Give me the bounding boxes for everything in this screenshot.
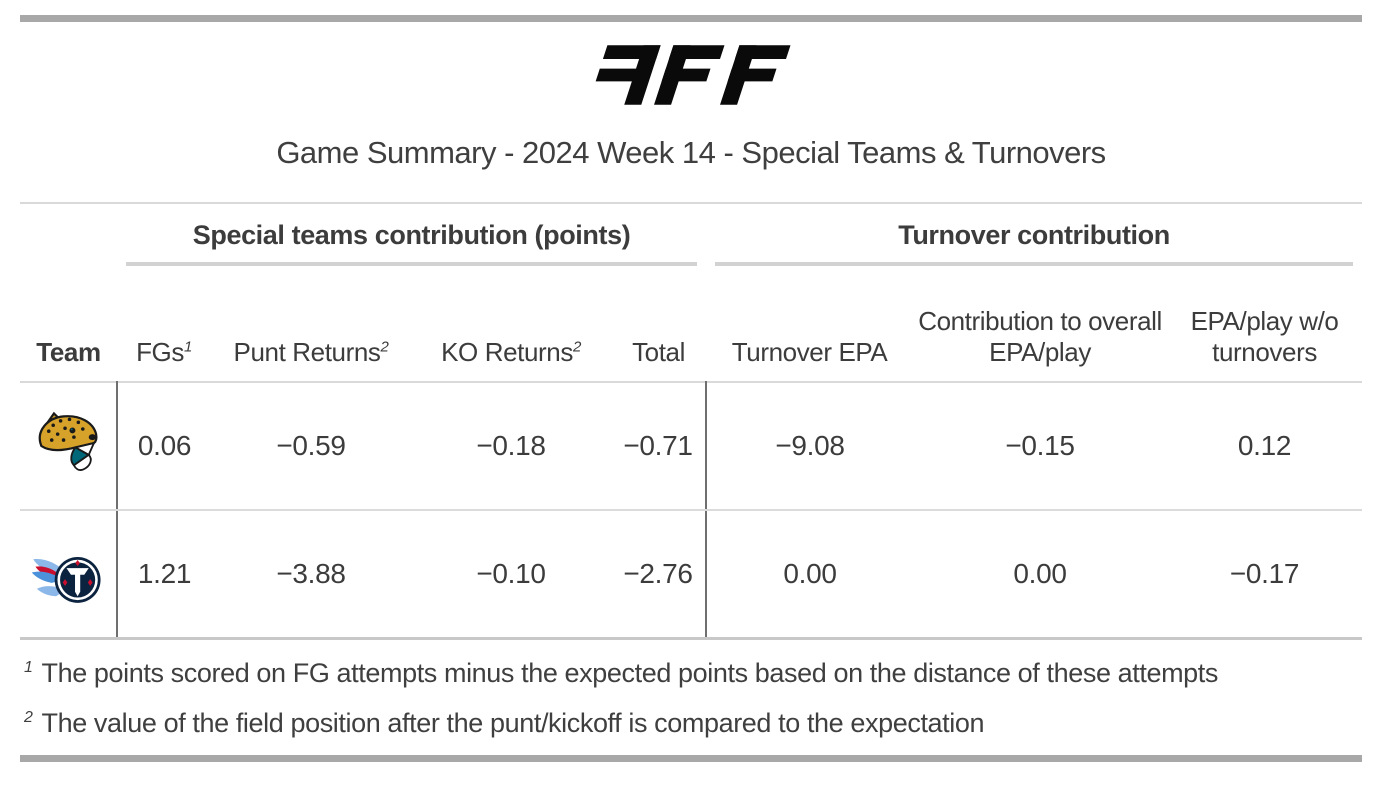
cell-punt-returns: −3.88 [276, 558, 346, 589]
team-cell [20, 382, 117, 511]
col-header-epa-wo-turnovers: EPA/play w/o turnovers [1190, 306, 1339, 367]
footnote-text: The value of the field position after th… [41, 708, 985, 738]
cell-contribution-overall-epa: 0.00 [1013, 558, 1067, 589]
footnotes: 1 The points scored on FG attempts minus … [20, 654, 1362, 742]
header-superscript: 1 [183, 338, 192, 356]
col-header-turnover-epa: Turnover EPA [731, 337, 888, 367]
cell-epa-wo-turnovers: −0.17 [1229, 558, 1300, 589]
col-header-ko-returns: KO Returns2 [441, 337, 581, 367]
titans-logo [31, 556, 101, 603]
col-header-total: Total [632, 337, 685, 367]
group-header-label: Special teams contribution (points) [192, 220, 631, 250]
report-sheet: Game Summary - 2024 Week 14 - Special Te… [0, 15, 1382, 762]
column-group-row: Special teams contribution (points) Turn… [20, 204, 1362, 266]
col-header-fgs: FGs1 [136, 337, 192, 367]
top-accent-bar [20, 15, 1362, 22]
team-cell [20, 510, 117, 639]
cell-epa-wo-turnovers: 0.12 [1167, 382, 1363, 511]
cell-total: −2.76 [623, 558, 693, 589]
group-header-label: Turnover contribution [898, 220, 1170, 250]
cell-total: −0.71 [611, 382, 707, 511]
footnote-text: The points scored on FG attempts minus t… [41, 658, 1219, 688]
page-title: Game Summary - 2024 Week 14 - Special Te… [276, 135, 1106, 170]
cell-fgs: 1.21 [116, 510, 211, 639]
table-row-jaguars: 0.06 −0.59 −0.18 −0.71 −9.08 −0.15 0.12 [20, 382, 1363, 511]
header-superscript: 2 [572, 338, 581, 356]
footnote-1: 1 The points scored on FG attempts minus … [24, 654, 1362, 692]
col-header-team: Team [36, 337, 101, 367]
col-header-contribution-overall-epa: Contribution to overall EPA/play [918, 306, 1162, 367]
col-header-punt-returns: Punt Returns2 [233, 337, 389, 367]
column-header-row: Team FGs1 Punt Returns2 KO Returns2 Tota… [20, 266, 1362, 382]
title-separator [20, 202, 1362, 204]
cell-turnover-epa: 0.00 [705, 510, 914, 639]
group-header-turnover: Turnover contribution [706, 204, 1362, 266]
cell-fgs: 0.06 [116, 382, 211, 511]
jaguars-logo [38, 411, 98, 471]
cell-ko-returns: −0.18 [411, 382, 611, 511]
footnote-marker: 2 [24, 709, 33, 726]
header-superscript: 2 [380, 338, 389, 356]
footnote-marker: 1 [24, 659, 33, 676]
group-header-special-teams: Special teams contribution (points) [117, 204, 706, 266]
cell-ko-returns: −0.10 [476, 558, 546, 589]
cell-turnover-epa: −9.08 [705, 382, 914, 511]
bottom-accent-bar [20, 755, 1362, 762]
cell-punt-returns: −0.59 [211, 382, 411, 511]
footnote-2: 2 The value of the field position after t… [24, 704, 1362, 742]
pff-logo-icon [595, 45, 790, 105]
table-row-titans: 1.21 −3.88 −0.10 −2.76 0.00 0.00 −0.17 [20, 510, 1362, 639]
summary-table: Special teams contribution (points) Turn… [20, 204, 1363, 640]
cell-contribution-overall-epa: −0.15 [913, 382, 1168, 511]
group-spacer [20, 204, 117, 266]
pff-logo [20, 42, 1362, 108]
